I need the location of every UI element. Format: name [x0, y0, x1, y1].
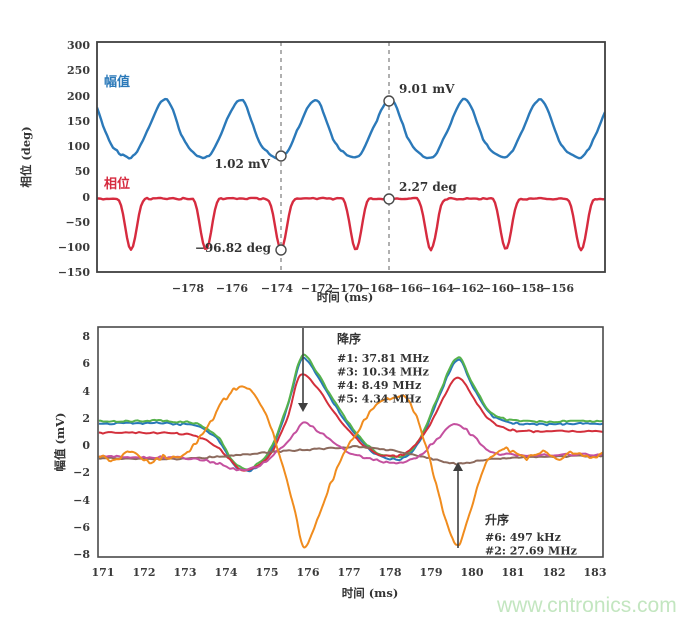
figure-canvas: 300 250 200 150 100 50 0 −50 −100 −150 −178 −176 −1…: [0, 0, 681, 619]
x-tick-label: 179: [420, 566, 443, 579]
cursor-value-label: −96.82 deg: [195, 241, 272, 255]
cursor-marker: [384, 194, 394, 204]
x-tick-label: 177: [338, 566, 361, 579]
dual-chart-figure: 300 250 200 150 100 50 0 −50 −100 −150 −178 −176 −1…: [0, 0, 681, 619]
y-tick-label: −50: [65, 216, 90, 229]
bottom-y-axis-label: 幅值 (mV): [53, 413, 67, 472]
x-tick-label: −162: [452, 282, 484, 295]
descending-order-title: 降序: [337, 331, 361, 346]
y-tick-label: 8: [82, 330, 90, 343]
top-y-axis-label: 相位 (deg): [19, 126, 33, 187]
cursor-marker: [384, 96, 394, 106]
x-tick-label: 171: [92, 566, 115, 579]
watermark-text: www.cntronics.com: [496, 594, 677, 617]
y-tick-label: 250: [67, 64, 90, 77]
x-tick-label: 174: [215, 566, 238, 579]
x-tick-label: 180: [461, 566, 484, 579]
amplitude-curve: [97, 99, 605, 159]
top-chart-curves: [97, 99, 605, 250]
y-tick-label: −6: [73, 521, 90, 534]
frequency-line: #2: 27.69 MHz: [485, 545, 577, 558]
y-tick-label: 0: [82, 439, 90, 452]
x-tick-label: −174: [261, 282, 294, 295]
x-tick-label: 172: [133, 566, 156, 579]
x-tick-label: −158: [512, 282, 545, 295]
y-tick-label: 200: [67, 90, 90, 103]
legend-amplitude-label: 幅值: [104, 74, 130, 90]
top-y-axis-ticks: 300 250 200 150 100 50 0 −50 −100 −150: [58, 39, 91, 279]
y-tick-label: 100: [67, 140, 90, 153]
x-tick-label: −178: [172, 282, 205, 295]
x-tick-label: 176: [297, 566, 320, 579]
frequency-line: #5: 4.34 MHz: [337, 393, 421, 406]
cursor-marker: [276, 245, 286, 255]
cursor-dashed-lines: [281, 42, 389, 272]
frequency-line: #1: 37.81 MHz: [337, 352, 429, 365]
frequency-annotations: 降序 #1: 37.81 MHz#3: 10.34 MHz#4: 8.49 MHz…: [337, 331, 577, 558]
cursor-marker: [276, 151, 286, 161]
x-tick-label: −166: [391, 282, 424, 295]
x-tick-label: 182: [543, 566, 566, 579]
y-tick-label: 0: [82, 191, 90, 204]
cursor-value-label: 1.02 mV: [215, 157, 271, 171]
y-tick-label: −2: [73, 466, 90, 479]
down-arrow-head: [298, 403, 308, 412]
frequency-line: #3: 10.34 MHz: [337, 366, 429, 379]
x-tick-label: −156: [542, 282, 575, 295]
frequency-line: #6: 497 kHz: [485, 531, 561, 544]
y-tick-label: 50: [75, 165, 91, 178]
y-tick-label: 150: [67, 115, 90, 128]
y-tick-label: 6: [82, 357, 90, 370]
y-tick-label: 4: [82, 385, 90, 398]
y-tick-label: −8: [73, 548, 90, 561]
x-tick-label: −160: [482, 282, 515, 295]
x-tick-label: −176: [216, 282, 249, 295]
top-x-axis-label: 时间 (ms): [317, 290, 374, 304]
x-tick-label: 181: [502, 566, 525, 579]
y-tick-label: −100: [58, 241, 91, 254]
series-curve-orange: [99, 386, 603, 547]
frequency-line: #4: 8.49 MHz: [337, 379, 421, 392]
x-tick-label: 175: [256, 566, 279, 579]
x-tick-label: 178: [379, 566, 402, 579]
x-tick-label: 183: [584, 566, 607, 579]
legend-phase-label: 相位: [104, 176, 130, 192]
x-tick-label: −164: [422, 282, 455, 295]
y-tick-label: −4: [73, 494, 90, 507]
ascending-order-title: 升序: [485, 512, 509, 527]
y-tick-label: −150: [58, 266, 91, 279]
cursor-value-label: 9.01 mV: [399, 82, 455, 96]
y-tick-label: 300: [67, 39, 90, 52]
bottom-y-axis-ticks: 8 6 4 2 0 −2 −4 −6 −8: [73, 330, 90, 561]
cursor-value-label: 2.27 deg: [399, 180, 457, 194]
x-tick-label: 173: [174, 566, 197, 579]
bottom-x-axis-ticks: 171 172 173 174 175 176 177 178 179 180 181 182 183: [92, 566, 607, 579]
y-tick-label: 2: [82, 412, 90, 425]
bottom-x-axis-label: 时间 (ms): [342, 586, 399, 600]
phase-curve: [97, 198, 605, 250]
